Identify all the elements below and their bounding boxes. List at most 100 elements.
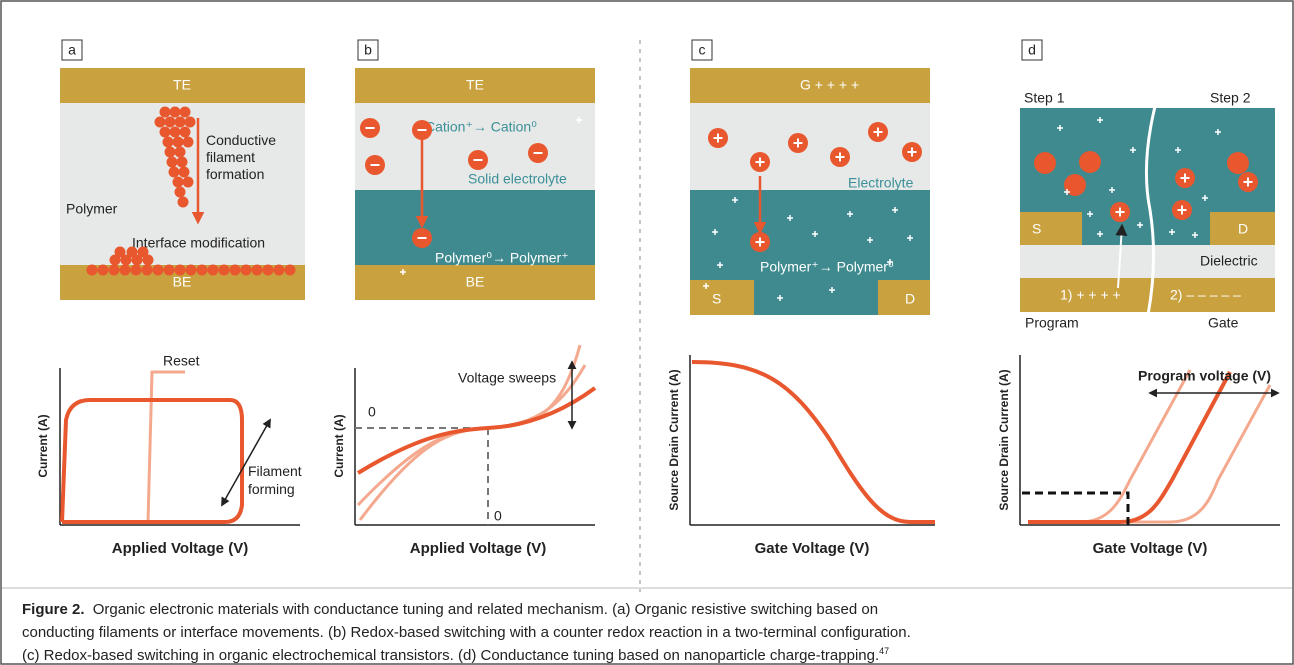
interface-dot	[208, 265, 219, 276]
filament-dot	[177, 157, 188, 168]
filament-dot	[183, 177, 194, 188]
annotation: Interface modification	[132, 235, 265, 251]
zero-label: 0	[368, 404, 376, 420]
interface-dot	[142, 265, 153, 276]
x-axis-label: Applied Voltage (V)	[410, 540, 546, 557]
filament-dot	[175, 117, 186, 128]
x-axis-label: Gate Voltage (V)	[1093, 540, 1208, 557]
interface-dot	[127, 247, 138, 258]
electrode-label: BE	[173, 274, 192, 290]
interface-dot	[186, 265, 197, 276]
nanoparticle	[1079, 151, 1101, 173]
filament-dot	[170, 107, 181, 118]
filament-dot	[179, 167, 190, 178]
filament-dot	[185, 117, 196, 128]
interface-dot	[115, 247, 126, 258]
interface-dot	[138, 247, 149, 258]
filament-dot	[173, 137, 184, 148]
annotation: Program voltage (V)	[1138, 368, 1271, 384]
panel-label: a	[68, 42, 76, 58]
filament-dot	[160, 107, 171, 118]
electrode-label: G + + + +	[800, 77, 859, 93]
annotation-text: Conductive filament formation	[206, 132, 306, 183]
caption-line: Figure 2. Organic electronic materials w…	[22, 601, 878, 618]
annotation: Conductive filament formation	[206, 132, 306, 192]
filament-dot	[155, 117, 166, 128]
filament-dot	[173, 177, 184, 188]
annotation: Program	[1025, 315, 1079, 331]
interface-dot	[285, 265, 296, 276]
reaction: Cation⁺→ Cation⁰	[425, 119, 537, 135]
step-label: Step 1	[1024, 90, 1065, 106]
filament-dot	[165, 117, 176, 128]
interface-dot	[274, 265, 285, 276]
annotation-text: Filament forming	[248, 462, 318, 498]
interface-dot	[175, 265, 186, 276]
interface-dot	[98, 265, 109, 276]
panel-b: b TE BE Cation⁺→ Cation⁰ Solid electroly…	[332, 40, 595, 557]
y-axis-label: Current (A)	[36, 414, 50, 477]
filament-dot	[180, 127, 191, 138]
filament-dot	[163, 137, 174, 148]
filament-dot	[178, 197, 189, 208]
caption-label: Figure 2.	[22, 601, 85, 618]
curve	[148, 372, 185, 522]
filament-dot	[175, 187, 186, 198]
interface-dot	[230, 265, 241, 276]
annotation: Voltage sweeps	[458, 370, 556, 386]
interface-dot	[164, 265, 175, 276]
electrode-label: D	[1238, 221, 1248, 237]
interface-dot	[252, 265, 263, 276]
curve	[1028, 385, 1270, 522]
electrode-label: TE	[173, 77, 191, 93]
x-axis-label: Gate Voltage (V)	[755, 540, 870, 557]
filament-dot	[183, 137, 194, 148]
electrode-label: TE	[466, 77, 484, 93]
gate-label: 1) + + + +	[1060, 287, 1121, 303]
curve	[1028, 372, 1230, 522]
interface-dot	[109, 265, 120, 276]
page: {"panels":{ "a":{"label":"a","top":"TE",…	[0, 0, 1294, 665]
interface-dot	[241, 265, 252, 276]
electrode-label: S	[712, 291, 721, 307]
interface-dot	[131, 265, 142, 276]
layer-label: Dielectric	[1200, 253, 1258, 269]
annotation: Reset	[163, 353, 200, 369]
y-axis-label: Source Drain Current (A)	[997, 369, 1011, 510]
electrode-label: D	[905, 291, 915, 307]
panel-d: d Step 1 Step 2 S D Dielectric 1) + + + …	[997, 40, 1280, 557]
panel-a: a TE BE Polymer Conductive filament form…	[36, 40, 318, 557]
panel-c: c G + + + + Electrolyte Polymer⁺→ Polyme…	[667, 40, 935, 557]
y-axis-label: Current (A)	[332, 414, 346, 477]
caption-text: Organic electronic materials with conduc…	[93, 601, 878, 618]
figure: a TE BE Polymer Conductive filament form…	[0, 0, 1294, 665]
gate-label: 2) – – – – –	[1170, 287, 1241, 303]
layer-label: Polymer	[66, 201, 118, 217]
zero-label: 0	[494, 508, 502, 524]
filament-dot	[175, 147, 186, 158]
curve	[358, 365, 585, 505]
filament-dot	[167, 157, 178, 168]
nanoparticle	[1034, 152, 1056, 174]
annotation: Filament forming	[248, 462, 318, 502]
filament-dot	[165, 147, 176, 158]
panel-label: b	[364, 42, 372, 58]
interface-dot	[153, 265, 164, 276]
filament-dot	[180, 107, 191, 118]
filament-dot	[160, 127, 171, 138]
caption-line: conducting filaments or interface moveme…	[22, 624, 911, 641]
curve	[692, 362, 935, 522]
y-axis-label: Source Drain Current (A)	[667, 369, 681, 510]
reaction: Polymer⁰→ Polymer⁺	[435, 250, 569, 266]
source-electrode	[1020, 212, 1082, 245]
panel-label: d	[1028, 42, 1036, 58]
nanoparticle	[1227, 152, 1249, 174]
filament-dot	[170, 127, 181, 138]
reaction: Polymer⁺→ Polymer⁰	[760, 259, 894, 275]
x-axis-label: Applied Voltage (V)	[112, 540, 248, 557]
annotation: Gate	[1208, 315, 1239, 331]
caption-line: (c) Redox-based switching in organic ele…	[22, 646, 889, 664]
caption-ref: 47	[879, 646, 889, 656]
panel-label: c	[699, 42, 706, 58]
interface-dot	[87, 265, 98, 276]
